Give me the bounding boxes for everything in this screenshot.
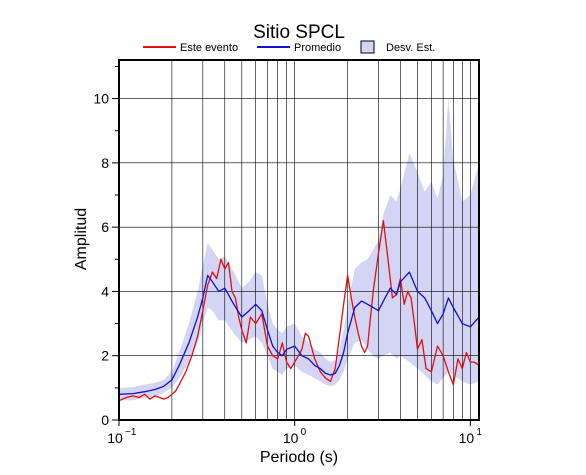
x-tick-label: 10 — [459, 430, 475, 446]
plot-frame — [118, 59, 480, 421]
y-tick-label: 4 — [101, 283, 109, 299]
plot-border — [118, 59, 480, 421]
legend-swatch-desv — [360, 40, 375, 54]
y-tick-label: 6 — [101, 219, 109, 235]
std-dev-band-layer — [119, 98, 479, 401]
y-axis-title: Amplitud — [73, 208, 90, 270]
x-tick-label: 10 — [283, 430, 299, 446]
legend-label-este: Este evento — [180, 42, 238, 54]
y-tick-label: 10 — [93, 91, 109, 107]
legend: Este evento Promedio Desv. Est. — [143, 40, 435, 54]
legend-label-prom: Promedio — [294, 42, 341, 54]
x-tick-label: 10 — [107, 430, 123, 446]
legend-label-desv: Desv. Est. — [386, 42, 435, 54]
x-tick-exponent: −1 — [125, 427, 137, 438]
y-tick-label: 2 — [101, 348, 109, 364]
x-tick-exponent: 0 — [301, 427, 307, 438]
x-tick-exponent: 1 — [476, 427, 482, 438]
series-layer — [118, 220, 480, 402]
chart-title: Sitio SPCL — [253, 22, 345, 43]
y-tick-label: 0 — [101, 412, 109, 428]
series-line-este-evento — [118, 220, 480, 402]
x-axis-title: Periodo (s) — [260, 449, 338, 466]
series-line-promedio — [118, 271, 480, 395]
y-tick-label: 8 — [101, 155, 109, 171]
std-dev-band — [119, 98, 479, 401]
